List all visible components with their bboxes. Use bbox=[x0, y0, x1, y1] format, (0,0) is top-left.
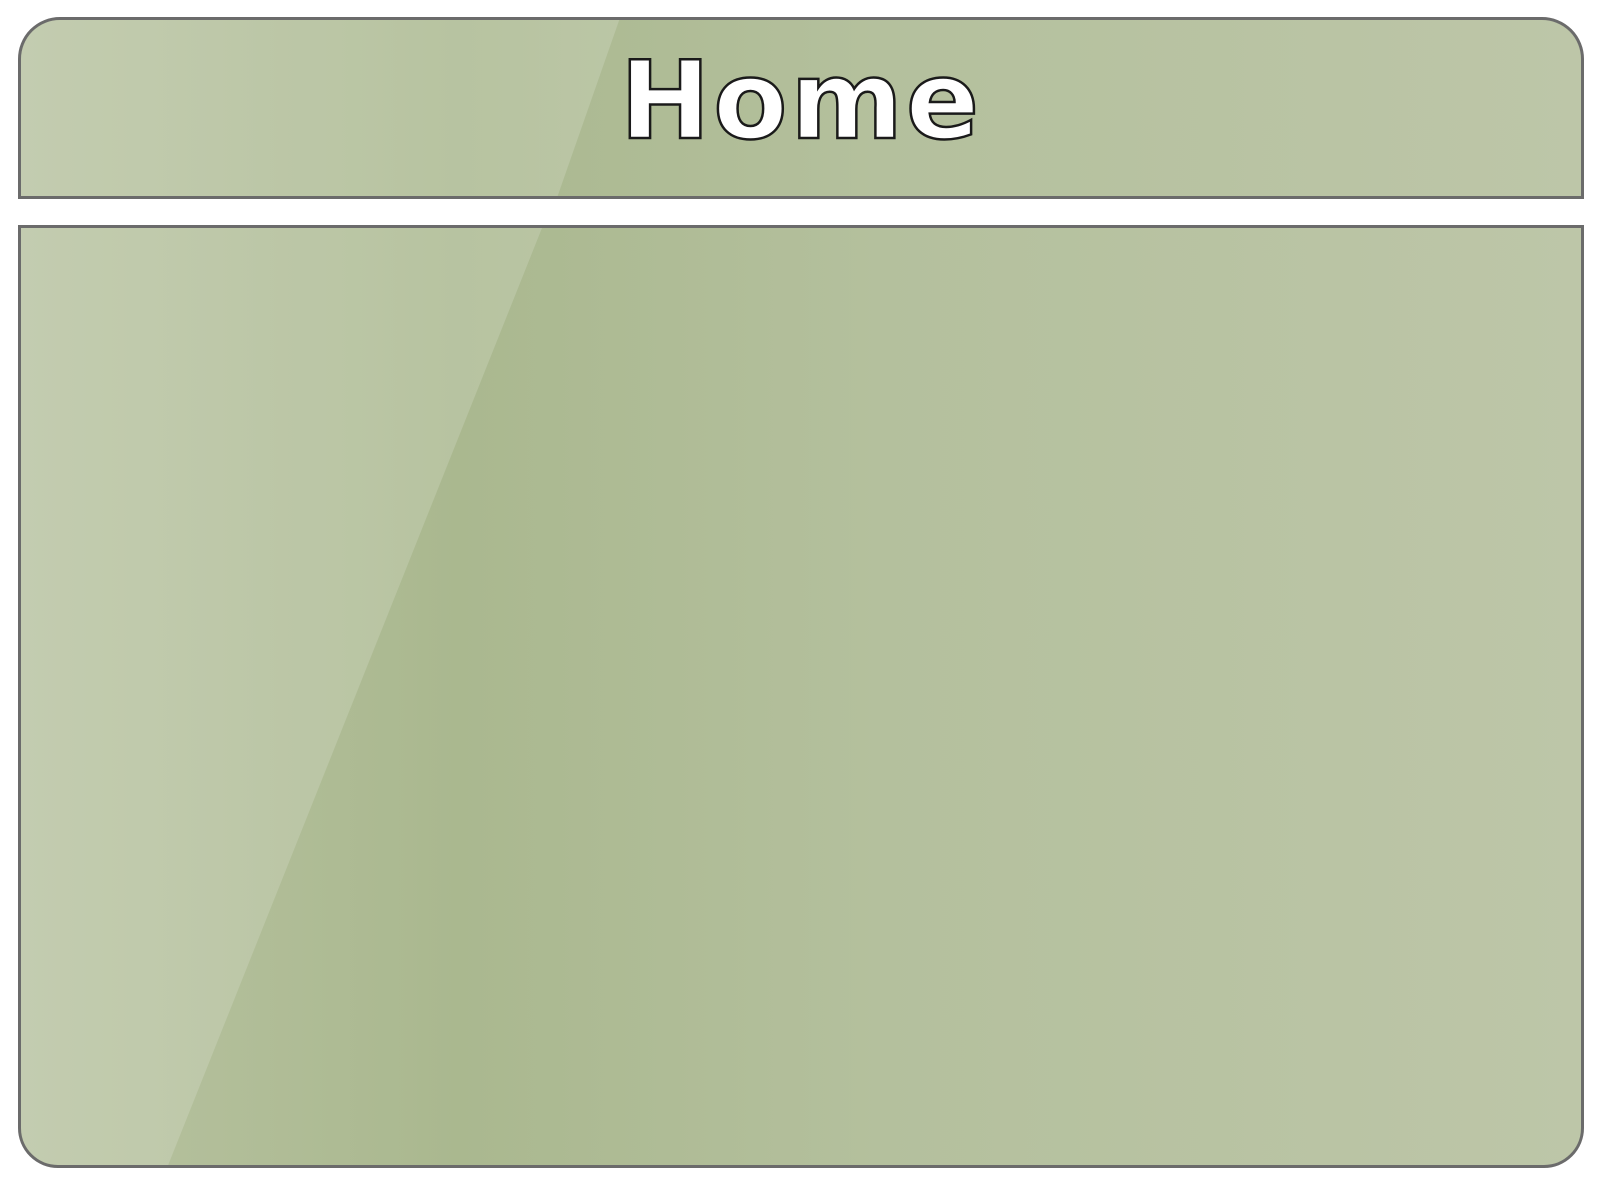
header-banner: Home bbox=[18, 17, 1584, 199]
page-title: Home bbox=[619, 39, 983, 164]
gloss-highlight bbox=[21, 228, 543, 1165]
content-area bbox=[18, 225, 1584, 1168]
